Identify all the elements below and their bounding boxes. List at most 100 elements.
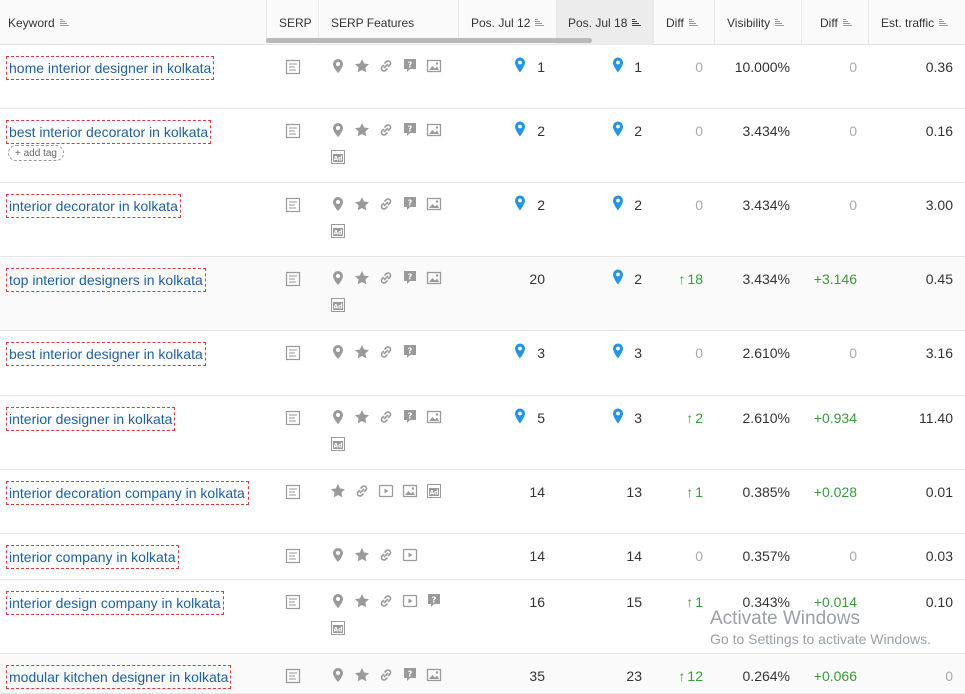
- serp-snapshot-icon[interactable]: [285, 59, 301, 75]
- serp-snapshot-icon[interactable]: [285, 484, 301, 500]
- horizontal-scrollbar[interactable]: [266, 38, 592, 43]
- link-icon[interactable]: [378, 122, 394, 138]
- sort-active-icon[interactable]: [632, 18, 642, 27]
- serp-snapshot-icon[interactable]: [285, 123, 301, 139]
- local-pack-icon[interactable]: [330, 270, 346, 286]
- sort-icon[interactable]: [775, 18, 785, 27]
- local-pack-icon[interactable]: [330, 344, 346, 360]
- link-icon[interactable]: [354, 483, 370, 499]
- local-pack-icon[interactable]: [330, 122, 346, 138]
- link-icon[interactable]: [378, 270, 394, 286]
- ad-icon[interactable]: Ad: [330, 620, 346, 636]
- local-pack-icon[interactable]: [330, 547, 346, 563]
- position-jul18: 15: [626, 594, 642, 610]
- sort-icon[interactable]: [59, 18, 69, 27]
- image-icon[interactable]: [402, 483, 418, 499]
- serp-snapshot-icon[interactable]: [285, 548, 301, 564]
- link-icon[interactable]: [378, 667, 394, 683]
- serp-snapshot-icon[interactable]: [285, 410, 301, 426]
- video-icon[interactable]: [402, 547, 418, 563]
- star-icon[interactable]: [354, 270, 370, 286]
- svg-text:Ad: Ad: [334, 627, 343, 634]
- question-icon[interactable]: ?: [426, 593, 442, 609]
- keyword-link[interactable]: interior design company in kolkata: [6, 591, 224, 615]
- col-visibility[interactable]: Visibility: [715, 0, 802, 45]
- video-icon[interactable]: [378, 483, 394, 499]
- col-pos-jul12[interactable]: Pos. Jul 12: [459, 0, 557, 45]
- ad-icon[interactable]: Ad: [330, 297, 346, 313]
- star-icon[interactable]: [354, 196, 370, 212]
- question-icon[interactable]: ?: [402, 122, 418, 138]
- image-icon[interactable]: [426, 58, 442, 74]
- col-pos-jul18[interactable]: Pos. Jul 18: [557, 0, 654, 45]
- image-icon[interactable]: [426, 270, 442, 286]
- arrow-up-icon: ↑: [686, 484, 694, 500]
- link-icon[interactable]: [378, 409, 394, 425]
- image-icon[interactable]: [426, 196, 442, 212]
- local-pack-icon[interactable]: [330, 667, 346, 683]
- star-icon[interactable]: [354, 344, 370, 360]
- sort-icon[interactable]: [842, 18, 852, 27]
- image-icon[interactable]: [426, 409, 442, 425]
- star-icon[interactable]: [354, 409, 370, 425]
- serp-snapshot-icon[interactable]: [285, 345, 301, 361]
- est-traffic-value: 0.36: [925, 59, 953, 75]
- est-traffic-value: 0.03: [925, 548, 953, 564]
- local-pack-icon[interactable]: [330, 58, 346, 74]
- link-icon[interactable]: [378, 547, 394, 563]
- image-icon[interactable]: [426, 667, 442, 683]
- keyword-link[interactable]: best interior designer in kolkata: [6, 342, 206, 366]
- add-tag-button[interactable]: + add tag: [8, 145, 64, 161]
- question-icon[interactable]: ?: [402, 58, 418, 74]
- keyword-link[interactable]: top interior designers in kolkata: [6, 268, 206, 292]
- keyword-link[interactable]: modular kitchen designer in kolkata: [6, 665, 232, 689]
- sort-icon[interactable]: [939, 18, 949, 27]
- col-vis-diff[interactable]: Diff: [802, 0, 869, 45]
- link-icon[interactable]: [378, 58, 394, 74]
- ad-icon[interactable]: Ad: [330, 149, 346, 165]
- question-icon[interactable]: ?: [402, 344, 418, 360]
- keyword-link[interactable]: interior decorator in kolkata: [6, 194, 181, 218]
- star-icon[interactable]: [354, 547, 370, 563]
- star-icon[interactable]: [354, 593, 370, 609]
- sort-icon[interactable]: [535, 18, 545, 27]
- position-jul12: 14: [529, 548, 545, 564]
- question-icon[interactable]: ?: [402, 196, 418, 212]
- col-diff[interactable]: Diff: [654, 0, 715, 45]
- star-icon[interactable]: [354, 122, 370, 138]
- star-icon[interactable]: [354, 58, 370, 74]
- link-icon[interactable]: [378, 344, 394, 360]
- ad-icon[interactable]: Ad: [426, 483, 442, 499]
- local-pack-icon[interactable]: [330, 409, 346, 425]
- keyword-link[interactable]: interior decoration company in kolkata: [6, 481, 249, 505]
- keyword-link[interactable]: interior designer in kolkata: [6, 407, 176, 431]
- video-icon[interactable]: [402, 593, 418, 609]
- serp-snapshot-icon[interactable]: [285, 197, 301, 213]
- est-traffic-value: 11.40: [919, 410, 953, 426]
- ad-icon[interactable]: Ad: [330, 436, 346, 452]
- serp-snapshot-icon[interactable]: [285, 668, 301, 684]
- star-icon[interactable]: [330, 483, 346, 499]
- link-icon[interactable]: [378, 593, 394, 609]
- question-icon[interactable]: ?: [402, 667, 418, 683]
- question-icon[interactable]: ?: [402, 270, 418, 286]
- question-icon[interactable]: ?: [402, 409, 418, 425]
- ad-icon[interactable]: Ad: [330, 223, 346, 239]
- col-serp[interactable]: SERP: [267, 0, 319, 45]
- serp-snapshot-icon[interactable]: [285, 594, 301, 610]
- link-icon[interactable]: [378, 196, 394, 212]
- keyword-link[interactable]: best interior decorator in kolkata: [6, 120, 212, 144]
- image-icon[interactable]: [426, 122, 442, 138]
- sort-icon[interactable]: [688, 18, 698, 27]
- keyword-link[interactable]: home interior designer in kolkata: [6, 56, 215, 80]
- star-icon[interactable]: [354, 667, 370, 683]
- local-pack-icon[interactable]: [330, 593, 346, 609]
- col-est-traffic[interactable]: Est. traffic: [869, 0, 965, 45]
- local-pack-icon[interactable]: [330, 196, 346, 212]
- arrow-up-icon: ↑: [686, 594, 694, 610]
- keyword-link[interactable]: interior company in kolkata: [6, 545, 179, 569]
- position-jul18: 2: [634, 197, 642, 213]
- serp-snapshot-icon[interactable]: [285, 271, 301, 287]
- col-serp-features[interactable]: SERP Features: [319, 0, 459, 45]
- col-keyword[interactable]: Keyword: [0, 0, 267, 45]
